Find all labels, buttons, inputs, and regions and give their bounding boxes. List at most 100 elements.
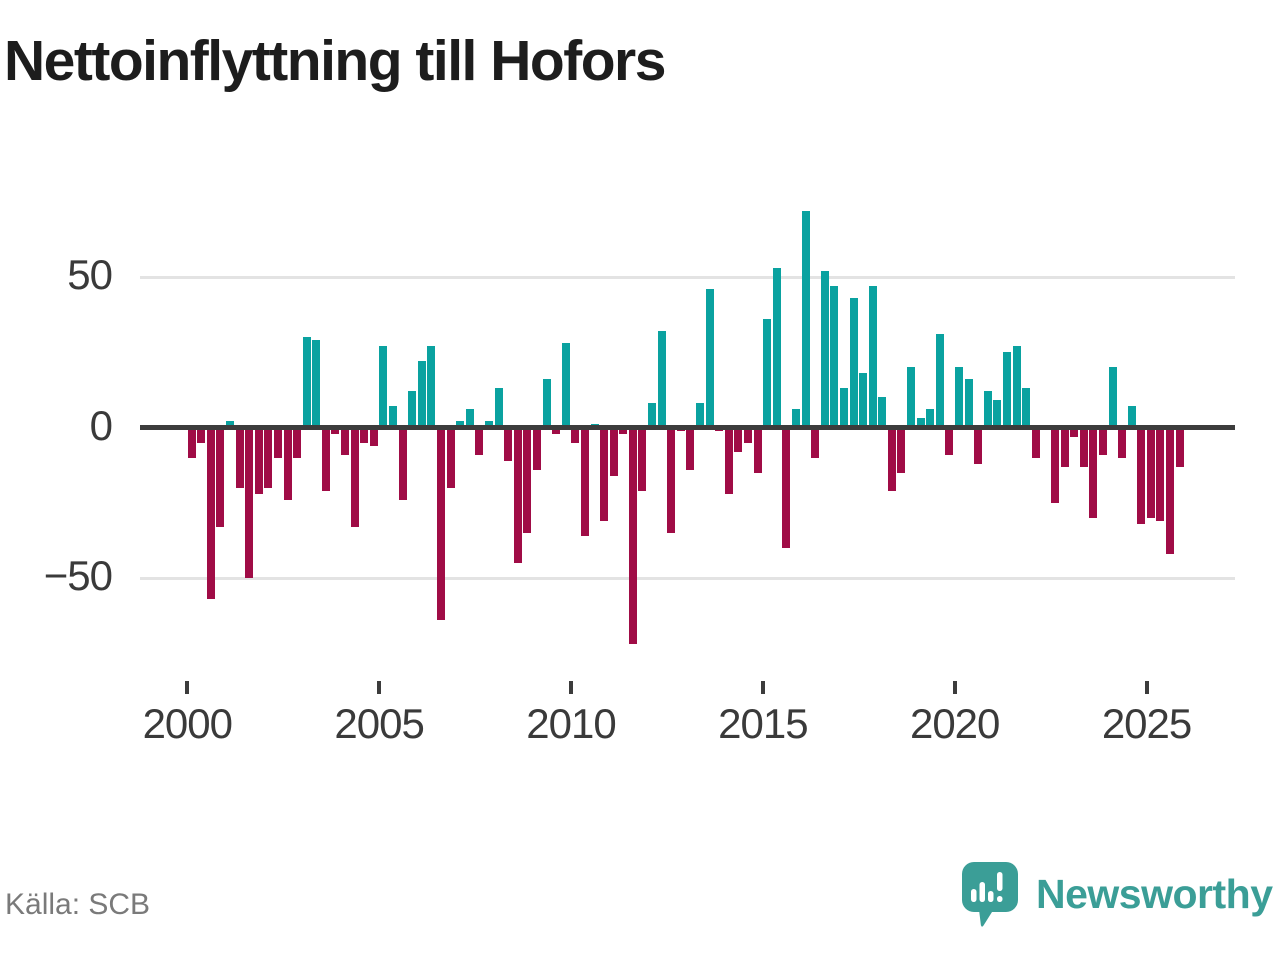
gridline-−50 [140, 576, 1235, 580]
bar-2013-q1 [686, 427, 695, 470]
x-axis-label: 2010 [526, 700, 616, 747]
x-axis-tick-2000 [185, 681, 190, 694]
bar-2025-q4 [1175, 427, 1184, 467]
bar-2010-q4 [600, 427, 609, 521]
bar-2003-q4 [331, 427, 340, 434]
bar-2020-q2 [964, 379, 973, 428]
bar-2022-q3 [1050, 427, 1059, 503]
bar-2004-q1 [341, 427, 350, 455]
y-axis-label: −50 [43, 552, 113, 599]
x-axis-tick-2015 [760, 681, 765, 694]
gridline-50 [140, 275, 1235, 279]
bar-2000-q4 [216, 427, 225, 527]
bar-2021-q1 [993, 400, 1002, 428]
bar-2023-q4 [1098, 427, 1107, 455]
bar-2020-q3 [974, 427, 983, 464]
bar-2009-q2 [542, 379, 551, 428]
bar-2022-q4 [1060, 427, 1069, 467]
x-axis-tick-2025 [1144, 681, 1149, 694]
bar-2005-q3 [398, 427, 407, 500]
bar-2018-q2 [887, 427, 896, 491]
bar-2010-q1 [571, 427, 580, 443]
bar-2013-q2 [696, 403, 705, 428]
bar-2017-q3 [859, 373, 868, 428]
bar-2005-q4 [408, 391, 417, 428]
chart-title: Nettoinflyttning till Hofors [4, 29, 666, 93]
bar-2006-q4 [446, 427, 455, 488]
bar-2003-q1 [302, 337, 311, 428]
bar-2021-q3 [1012, 346, 1021, 428]
bar-2013-q3 [705, 289, 714, 428]
x-axis-tick-2010 [569, 681, 573, 694]
bar-2015-q3 [782, 427, 791, 548]
bar-2011-q4 [638, 427, 647, 491]
bar-2014-q1 [724, 427, 733, 494]
bar-2006-q2 [427, 346, 436, 428]
bar-2025-q3 [1166, 427, 1175, 554]
bar-2014-q3 [743, 427, 752, 443]
bar-2019-q4 [945, 427, 954, 455]
bar-2001-q1 [225, 421, 234, 428]
bar-2017-q2 [849, 298, 858, 428]
bar-2009-q1 [532, 427, 541, 470]
bar-2001-q4 [254, 427, 263, 494]
bar-2015-q1 [763, 319, 772, 428]
bar-2014-q2 [734, 427, 743, 452]
bar-2021-q2 [1003, 352, 1011, 428]
newsworthy-wordmark: Newsworthy [1036, 870, 1273, 917]
bar-2001-q3 [245, 427, 254, 578]
x-axis-label: 2000 [142, 700, 233, 747]
bar-2008-q4 [523, 427, 532, 533]
bar-2024-q2 [1118, 427, 1127, 458]
bar-2003-q2 [312, 340, 321, 428]
bar-2018-q3 [897, 427, 906, 473]
bar-2019-q1 [916, 418, 925, 428]
bar-2011-q2 [619, 427, 628, 434]
bar-2002-q4 [293, 427, 302, 458]
bar-2018-q4 [907, 367, 916, 428]
bar-2019-q2 [926, 409, 935, 428]
bar-2012-q3 [667, 427, 676, 533]
bar-2020-q4 [983, 391, 992, 428]
bar-2001-q2 [235, 427, 244, 488]
bar-2010-q2 [580, 427, 589, 536]
bar-2015-q2 [772, 267, 781, 428]
bar-2016-q1 [801, 210, 810, 428]
bar-2014-q4 [753, 427, 762, 473]
bar-2005-q2 [389, 406, 398, 428]
bar-2022-q1 [1031, 427, 1040, 458]
bar-2024-q1 [1108, 367, 1117, 428]
bar-2009-q3 [552, 427, 561, 434]
x-axis-label: 2015 [718, 700, 808, 747]
bar-2021-q4 [1022, 388, 1031, 428]
bar-2002-q3 [283, 427, 292, 500]
bar-2023-q1 [1070, 427, 1079, 437]
y-axis-label: 50 [67, 251, 113, 298]
bar-2009-q4 [561, 343, 570, 428]
bar-2005-q1 [379, 346, 388, 428]
bar-2017-q4 [868, 286, 877, 428]
bar-2012-q1 [648, 403, 657, 428]
bar-2018-q1 [878, 397, 887, 428]
newsworthy-branding: Newsworthy [960, 860, 1273, 928]
bar-2008-q2 [504, 427, 513, 461]
bar-2023-q2 [1079, 427, 1088, 467]
bar-2002-q1 [264, 427, 273, 488]
newsworthy-logo-icon [962, 862, 1018, 927]
bar-2025-q2 [1156, 427, 1165, 521]
x-axis-tick-2005 [377, 681, 382, 694]
bar-2019-q3 [935, 334, 944, 428]
bar-2007-q1 [456, 421, 465, 428]
bar-2012-q2 [657, 331, 666, 428]
source-caption: Källa: SCB [5, 888, 151, 921]
bar-2004-q3 [360, 427, 369, 443]
bar-2000-q3 [206, 427, 215, 600]
bar-2023-q3 [1089, 427, 1098, 518]
bar-2024-q4 [1137, 427, 1146, 524]
bar-2015-q4 [791, 409, 800, 428]
bar-2000-q1 [187, 427, 196, 458]
bar-2011-q1 [609, 427, 618, 476]
bar-2016-q4 [830, 286, 839, 428]
